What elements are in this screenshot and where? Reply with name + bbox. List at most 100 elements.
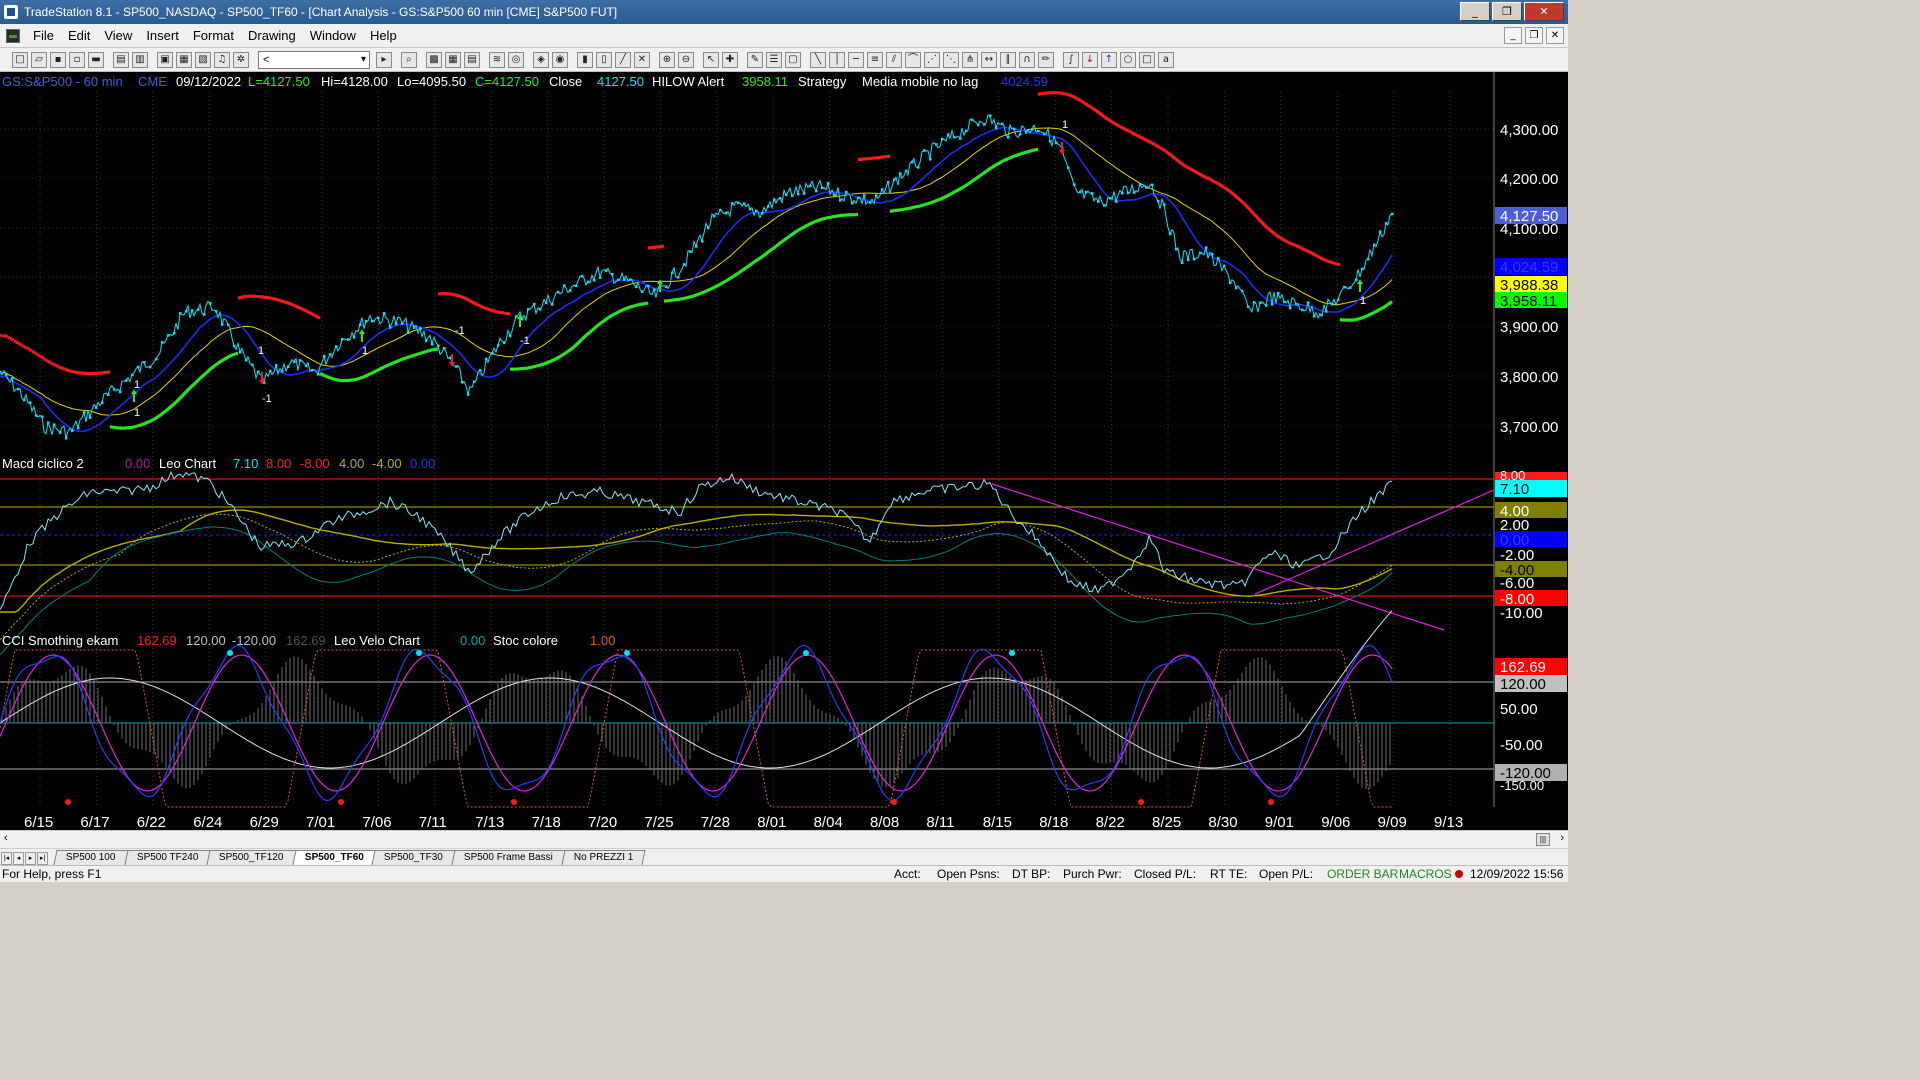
price-tick — [335, 345, 338, 348]
hotlist-icon[interactable]: ◉ — [552, 51, 568, 68]
tab-sp500-frame-bassi[interactable]: SP500 Frame Bassi — [451, 850, 566, 865]
cci-panel[interactable] — [0, 610, 1393, 808]
hilow-green-segment — [321, 372, 325, 377]
rectangle-icon[interactable]: □ — [1139, 51, 1155, 68]
gann-icon[interactable]: ⋱ — [943, 51, 959, 68]
data-window-icon[interactable]: ▢ — [785, 51, 801, 68]
new-icon[interactable]: □ — [12, 51, 28, 68]
network-icon[interactable]: ✲ — [233, 51, 249, 68]
point-figure-icon[interactable]: ✕ — [634, 51, 650, 68]
minimize-button[interactable]: _ — [1460, 2, 1490, 21]
pointer-icon[interactable]: ↖ — [703, 51, 719, 68]
crosshair-icon[interactable]: ✚ — [722, 51, 738, 68]
radar-icon[interactable]: ≋ — [489, 51, 505, 68]
tab-sp500-tf120[interactable]: SP500_TF120 — [206, 850, 297, 865]
price-tick — [1133, 191, 1136, 194]
candle-icon[interactable]: ▯ — [596, 51, 612, 68]
menu-view[interactable]: View — [104, 28, 133, 43]
mdi-restore-button[interactable]: ❐ — [1525, 27, 1543, 44]
macd-panel[interactable] — [0, 470, 1495, 655]
tab-no-prezzi-1[interactable]: No PREZZI 1 — [561, 850, 647, 865]
mdi-minimize-button[interactable]: _ — [1504, 27, 1522, 44]
line-chart-icon[interactable]: ╱ — [615, 51, 631, 68]
menu-help[interactable]: Help — [369, 28, 397, 43]
price-tick — [1127, 191, 1130, 195]
hilow-green-segment — [535, 364, 539, 368]
order-bar-button[interactable]: ORDER BAR — [1327, 867, 1399, 881]
save-all-icon[interactable]: ▪ — [50, 51, 66, 68]
horizontal-scrollbar[interactable]: ‹ ||| › — [0, 830, 1568, 848]
trendline-icon[interactable]: ╲ — [810, 51, 826, 68]
lookup-icon[interactable]: ⌕ — [401, 51, 417, 68]
menu-file[interactable]: File — [33, 28, 54, 43]
workspace-icon[interactable]: ▧ — [195, 51, 211, 68]
scanner-icon[interactable]: ◎ — [508, 51, 524, 68]
parallel-icon[interactable]: ∥ — [1000, 51, 1016, 68]
tab-sp500-tf60[interactable]: SP500_TF60 — [291, 850, 377, 865]
bell-icon[interactable]: ♫ — [214, 51, 230, 68]
folder-icon[interactable]: ▬ — [88, 51, 104, 68]
menu-window[interactable]: Window — [309, 28, 356, 43]
andrews-icon[interactable]: ⋔ — [962, 51, 978, 68]
scroll-thumb[interactable]: ||| — [1536, 833, 1550, 846]
hilow-green-segment — [590, 327, 596, 332]
arrow-double-icon[interactable]: ↔ — [981, 51, 997, 68]
price-axis-label: 4,100.00 — [1500, 221, 1558, 238]
chart-window-icon[interactable] — [6, 28, 20, 43]
symbol-combo[interactable]: < — [258, 50, 370, 69]
curve-icon[interactable]: ∫ — [1063, 51, 1079, 68]
window-tile-icon[interactable]: ▦ — [176, 51, 192, 68]
chart-area[interactable]: 1 -1 1 1 -1 1 1 -1 1 GS:S&P500 - 60 min CME 09/1… — [0, 72, 1568, 830]
text-icon[interactable]: a — [1158, 51, 1174, 68]
pencil-icon[interactable]: ✏ — [1038, 51, 1054, 68]
speed-line-icon[interactable]: ⋰ — [924, 51, 940, 68]
next-tab-icon[interactable]: ▸ — [25, 852, 36, 865]
arc-icon[interactable]: ⌒ — [905, 51, 921, 68]
grid-icon[interactable]: ▤ — [464, 51, 480, 68]
tab-sp500-100[interactable]: SP500 100 — [53, 850, 129, 865]
close-button[interactable]: ✕ — [1524, 2, 1564, 21]
mdi-close-button[interactable]: ✕ — [1546, 27, 1564, 44]
price-panel[interactable]: 1 -1 1 1 -1 1 1 -1 1 — [0, 91, 1394, 440]
window-new-icon[interactable]: ▣ — [157, 51, 173, 68]
menu-drawing[interactable]: Drawing — [248, 28, 296, 43]
cycle-icon[interactable]: ∩ — [1019, 51, 1035, 68]
optionstation-icon[interactable]: ◈ — [533, 51, 549, 68]
open-icon[interactable]: ▱ — [31, 51, 47, 68]
channel-icon[interactable]: ⫽ — [886, 51, 902, 68]
fib-icon[interactable]: ≡ — [867, 51, 883, 68]
properties-icon[interactable]: ☰ — [766, 51, 782, 68]
scroll-right-icon[interactable]: › — [1560, 832, 1564, 844]
menu-edit[interactable]: Edit — [67, 28, 91, 43]
macros-button[interactable]: MACROS — [1399, 867, 1452, 881]
tab-sp500-tf240[interactable]: SP500 TF240 — [123, 850, 211, 865]
ellipse-icon[interactable]: ○ — [1120, 51, 1136, 68]
play-icon[interactable]: ▸ — [376, 51, 392, 68]
restore-button[interactable]: ❐ — [1492, 2, 1522, 21]
price-tick — [1175, 248, 1178, 251]
first-tab-icon[interactable]: |◂ — [1, 852, 12, 865]
zoom-out-icon[interactable]: ⊖ — [678, 51, 694, 68]
last-tab-icon[interactable]: ▸| — [37, 852, 48, 865]
print-preview-icon[interactable]: ▤ — [113, 51, 129, 68]
scroll-left-icon[interactable]: ‹ — [4, 832, 8, 844]
hilow-green-segment — [547, 360, 551, 364]
matrix-icon[interactable]: ▦ — [445, 51, 461, 68]
tab-sp500-tf30[interactable]: SP500_TF30 — [371, 850, 457, 865]
chart-canvas[interactable]: 1 -1 1 1 -1 1 1 -1 1 GS:S&P500 - 60 min CME 09/1… — [0, 72, 1568, 830]
vertical-line-icon[interactable]: │ — [829, 51, 845, 68]
menu-insert[interactable]: Insert — [146, 28, 179, 43]
horizontal-line-icon[interactable]: ─ — [848, 51, 864, 68]
bar-chart-icon[interactable]: ▮ — [577, 51, 593, 68]
menu-format[interactable]: Format — [192, 28, 234, 43]
chart-icon[interactable]: ▩ — [426, 51, 442, 68]
prev-tab-icon[interactable]: ◂ — [13, 852, 24, 865]
arrow-up-icon[interactable]: ↑ — [1101, 51, 1117, 68]
copy-icon[interactable]: ▫ — [69, 51, 85, 68]
zoom-in-icon[interactable]: ⊕ — [659, 51, 675, 68]
status-acct: Acct: — [894, 867, 921, 881]
hilow-green-segment — [582, 334, 588, 339]
arrow-down-icon[interactable]: ↓ — [1082, 51, 1098, 68]
tools-icon[interactable]: ✎ — [747, 51, 763, 68]
print-icon[interactable]: ▥ — [132, 51, 148, 68]
